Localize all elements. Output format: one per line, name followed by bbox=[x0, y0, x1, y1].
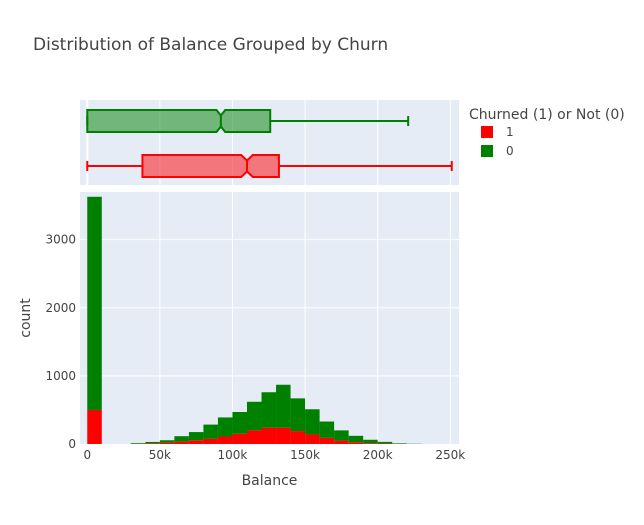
histogram-gridlines bbox=[80, 192, 459, 444]
histogram-bar-1 bbox=[334, 440, 349, 444]
histogram-bar-0 bbox=[145, 441, 160, 444]
histogram-bar-0 bbox=[232, 411, 247, 434]
histogram-bar-1 bbox=[290, 431, 306, 444]
histogram-bar-0 bbox=[203, 424, 218, 439]
histogram-bar-0 bbox=[217, 417, 233, 437]
box-plots bbox=[86, 109, 453, 178]
histogram-bar-1 bbox=[87, 409, 102, 444]
x-tick-label: 200k bbox=[363, 448, 393, 462]
chart-title: Distribution of Balance Grouped by Churn bbox=[33, 35, 388, 55]
x-axis-ticks: 0 50k 100k 150k 200k 250k bbox=[83, 448, 465, 462]
x-axis-label: Balance bbox=[242, 473, 298, 489]
legend-swatch-1 bbox=[481, 126, 493, 138]
histogram-bar-1 bbox=[145, 443, 160, 444]
box-plot-0 bbox=[86, 109, 410, 133]
histogram-bar-0 bbox=[130, 443, 146, 444]
box-body bbox=[141, 154, 280, 178]
x-tick-label: 50k bbox=[149, 448, 171, 462]
histogram-bar-0 bbox=[87, 196, 102, 410]
histogram-bar-0 bbox=[188, 432, 204, 441]
box-body bbox=[86, 109, 272, 133]
histogram-bar-1 bbox=[232, 433, 247, 444]
histogram-bar-0 bbox=[334, 430, 349, 441]
legend-items: 10 bbox=[481, 125, 514, 158]
histogram-bar-0 bbox=[290, 398, 306, 432]
histogram-bar-1 bbox=[276, 427, 291, 444]
x-tick-label: 0 bbox=[83, 448, 91, 462]
x-tick-label: 150k bbox=[290, 448, 320, 462]
histogram-bar-1 bbox=[246, 430, 262, 444]
histogram-bar-0 bbox=[392, 443, 407, 444]
histogram-bar-1 bbox=[305, 434, 320, 444]
legend-label-1: 1 bbox=[506, 125, 514, 139]
legend-label-0: 0 bbox=[506, 144, 514, 158]
histogram-bar-0 bbox=[377, 441, 393, 444]
histogram-bar-1 bbox=[261, 427, 277, 444]
histogram-bar-0 bbox=[319, 421, 335, 438]
histogram-bar-0 bbox=[348, 435, 364, 443]
histogram-bar-0 bbox=[261, 392, 277, 428]
x-tick-label: 100k bbox=[218, 448, 248, 462]
box-plot-1 bbox=[86, 154, 453, 178]
legend-title: Churned (1) or Not (0) bbox=[469, 107, 625, 123]
y-tick-label: 1000 bbox=[45, 369, 76, 383]
histogram-bar-0 bbox=[246, 401, 262, 431]
histogram-bar-1 bbox=[174, 441, 189, 444]
y-tick-label: 0 bbox=[68, 437, 76, 451]
histogram-bar-1 bbox=[159, 442, 175, 444]
y-axis-label: count bbox=[18, 298, 34, 338]
legend-swatch-0 bbox=[481, 145, 493, 157]
histogram-bar-0 bbox=[159, 440, 175, 443]
y-tick-label: 3000 bbox=[45, 233, 76, 247]
legend: Churned (1) or Not (0) 10 bbox=[469, 107, 625, 158]
histogram-bar-1 bbox=[319, 437, 335, 444]
histogram-bar-1 bbox=[188, 440, 204, 444]
histogram-bar-0 bbox=[276, 384, 291, 428]
histogram-bar-1 bbox=[348, 442, 364, 444]
y-tick-label: 2000 bbox=[45, 301, 76, 315]
histogram-bar-1 bbox=[217, 436, 233, 444]
histogram-bar-0 bbox=[305, 409, 320, 435]
histogram-bar-0 bbox=[363, 439, 378, 444]
histogram-bar-1 bbox=[363, 443, 378, 444]
x-tick-label: 250k bbox=[435, 448, 465, 462]
y-axis-ticks: 0 1000 2000 3000 bbox=[45, 233, 76, 451]
histogram-bar-0 bbox=[174, 436, 189, 442]
histogram-bars bbox=[87, 196, 422, 444]
histogram-bar-1 bbox=[203, 438, 218, 444]
